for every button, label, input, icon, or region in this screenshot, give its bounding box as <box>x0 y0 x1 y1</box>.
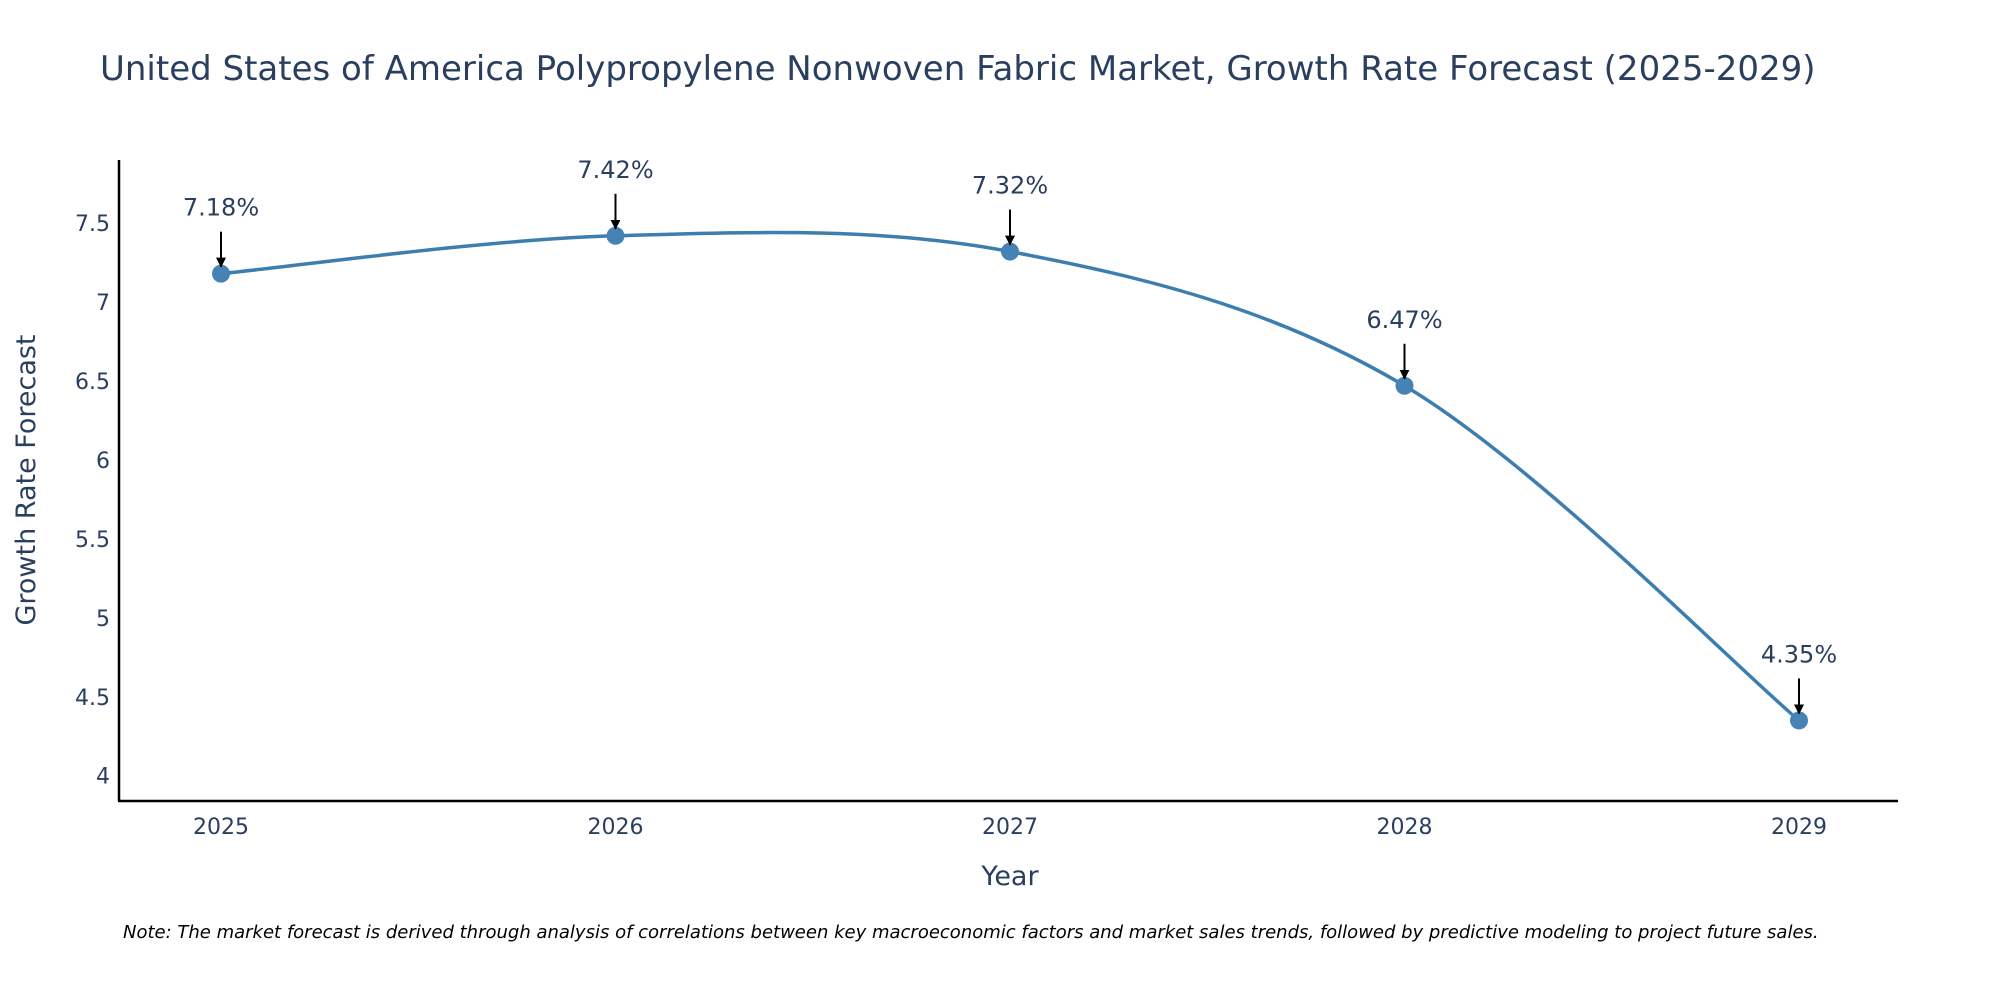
data-point <box>1790 711 1808 730</box>
y-tick-label: 4 <box>96 765 110 790</box>
data-point <box>1395 376 1414 395</box>
series-line <box>220 230 1801 722</box>
x-axis-title: Year <box>980 861 1039 892</box>
x-axis-ticks: 2025 2026 2027 2028 2029 <box>193 815 1827 840</box>
forecast-note: Note: The market forecast is derived thr… <box>123 922 1819 943</box>
data-label: 4.35% <box>1761 640 1837 668</box>
data-point <box>212 264 230 283</box>
data-label: 7.42% <box>577 156 653 184</box>
y-tick-label: 6.5 <box>75 370 110 395</box>
x-tick-label: 2026 <box>588 815 644 840</box>
y-tick-label: 6 <box>96 449 110 474</box>
chart-title: United States of America Polypropylene N… <box>100 49 1816 89</box>
y-tick-label: 7.5 <box>75 212 110 237</box>
y-tick-label: 7 <box>96 291 110 316</box>
y-axis-ticks: 4 4.5 5 5.5 6 6.5 7 7.5 <box>75 212 110 790</box>
y-tick-label: 5 <box>96 607 110 632</box>
x-tick-label: 2027 <box>982 815 1038 840</box>
x-tick-label: 2028 <box>1377 815 1433 840</box>
x-tick-label: 2029 <box>1771 815 1827 840</box>
data-annotations: 7.18% 7.42% 7.32% 6.47% 4.35% <box>183 156 1837 715</box>
data-markers <box>212 226 1808 730</box>
data-point <box>1001 242 1019 261</box>
y-tick-label: 4.5 <box>75 686 110 711</box>
x-tick-label: 2025 <box>193 815 249 840</box>
data-point <box>606 226 625 245</box>
data-label: 7.32% <box>972 172 1048 200</box>
y-axis-title: Growth Rate Forecast <box>11 334 42 625</box>
y-tick-label: 5.5 <box>75 528 110 553</box>
data-label: 6.47% <box>1366 306 1442 334</box>
data-label: 7.18% <box>183 194 259 222</box>
